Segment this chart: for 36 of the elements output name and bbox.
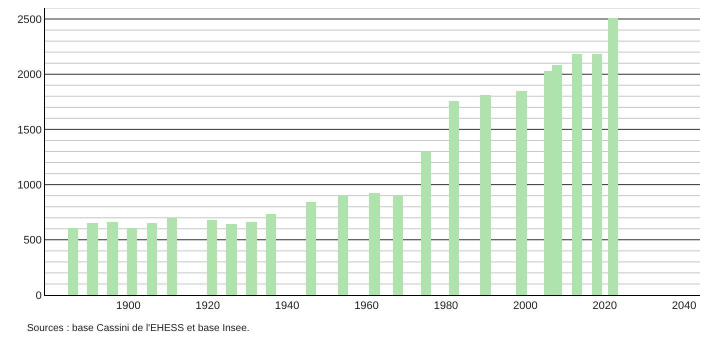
bar — [516, 91, 527, 295]
x-tick-label: 1920 — [196, 300, 220, 312]
x-tick-label: 1980 — [434, 300, 458, 312]
x-tick-label: 2000 — [513, 300, 538, 312]
bar — [369, 193, 380, 295]
bar — [226, 224, 237, 295]
bar — [393, 195, 403, 295]
x-tick-label: 1960 — [354, 300, 379, 312]
bar — [572, 54, 582, 295]
bar — [147, 223, 157, 295]
bar — [449, 101, 459, 295]
bar — [127, 228, 137, 295]
bar — [246, 222, 257, 295]
bar — [421, 152, 431, 295]
bar — [306, 202, 316, 295]
bar — [207, 220, 217, 295]
bar — [68, 228, 78, 295]
x-tick-label: 2020 — [592, 300, 617, 312]
bar — [266, 214, 276, 295]
x-tick-label: 2040 — [672, 300, 696, 312]
bar — [608, 18, 618, 295]
y-tick-label: 2000 — [17, 69, 42, 82]
bar — [167, 218, 177, 295]
y-tick-label: 500 — [23, 234, 42, 247]
x-tick-label: 1940 — [274, 300, 300, 312]
y-tick-label: 1000 — [17, 179, 42, 192]
x-tick-label: 1900 — [116, 300, 141, 312]
y-tick-label: 2500 — [17, 14, 42, 26]
bar — [480, 95, 491, 295]
y-tick-label: 1500 — [17, 124, 42, 136]
bar — [107, 222, 118, 295]
source-note: Sources : base Cassini de l'EHESS et base Insee. — [27, 323, 250, 334]
y-tick-label: 0 — [36, 290, 42, 302]
bar — [87, 223, 98, 295]
bar — [338, 196, 348, 295]
bar — [592, 54, 602, 295]
